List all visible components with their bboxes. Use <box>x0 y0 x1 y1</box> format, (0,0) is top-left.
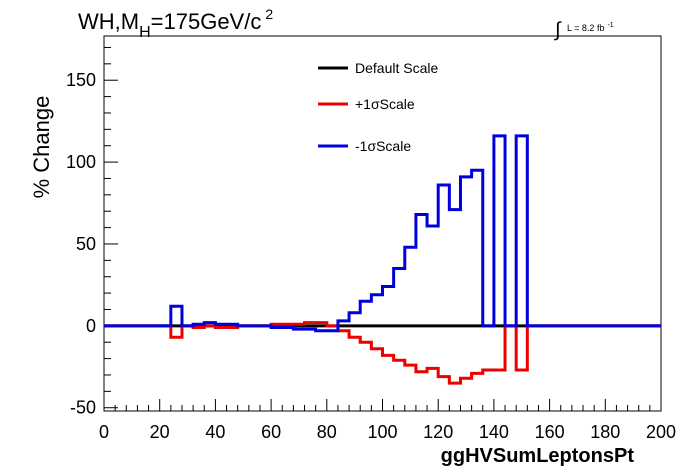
x-axis-label: ggHVSumLeptonsPt <box>441 445 635 467</box>
series-line-2 <box>104 134 661 333</box>
series-layer <box>104 134 661 385</box>
lumi-integral: ∫ <box>554 19 562 41</box>
x-tick-label: 140 <box>479 422 509 442</box>
legend-label: Default Scale <box>355 60 438 76</box>
title-subscript: H <box>139 24 151 41</box>
lumi-value: L = 8.2 fb <box>567 23 604 33</box>
y-tick-label: -50 <box>70 398 96 418</box>
title-main: WH,M <box>78 9 139 34</box>
series-line-1 <box>104 321 661 385</box>
title-superscript: 2 <box>265 6 273 22</box>
x-tick-label: 40 <box>205 422 225 442</box>
x-axis: 0 20 40 60 80 100 120 140 160 180 200 <box>99 399 676 442</box>
y-tick-label: 50 <box>76 234 96 254</box>
x-tick-label: 160 <box>535 422 565 442</box>
x-tick-label: 120 <box>423 422 453 442</box>
x-tick-label: 100 <box>367 422 397 442</box>
x-tick-label: 20 <box>150 422 170 442</box>
x-tick-label: 0 <box>99 422 109 442</box>
chart-title: WH,MH=175GeV/c 2 <box>78 6 273 41</box>
legend-label: +1σScale <box>355 96 415 112</box>
y-tick-label: 150 <box>66 70 96 90</box>
x-tick-label: 80 <box>317 422 337 442</box>
lumi-superscript: -1 <box>607 22 613 29</box>
x-tick-label: 200 <box>646 422 676 442</box>
y-axis-label: % Change <box>29 96 54 199</box>
lumi-text: L = 8.2 fb -1 <box>567 22 614 33</box>
x-tick-label: 180 <box>590 422 620 442</box>
y-tick-label: 100 <box>66 152 96 172</box>
y-tick-label: 0 <box>86 316 96 336</box>
y-axis: -50 0 50 100 150 <box>66 46 118 418</box>
title-rest: =175GeV/c <box>151 9 262 34</box>
x-tick-label: 60 <box>261 422 281 442</box>
legend-label: -1σScale <box>355 138 411 154</box>
legend: Default Scale +1σScale -1σScale <box>318 60 438 154</box>
